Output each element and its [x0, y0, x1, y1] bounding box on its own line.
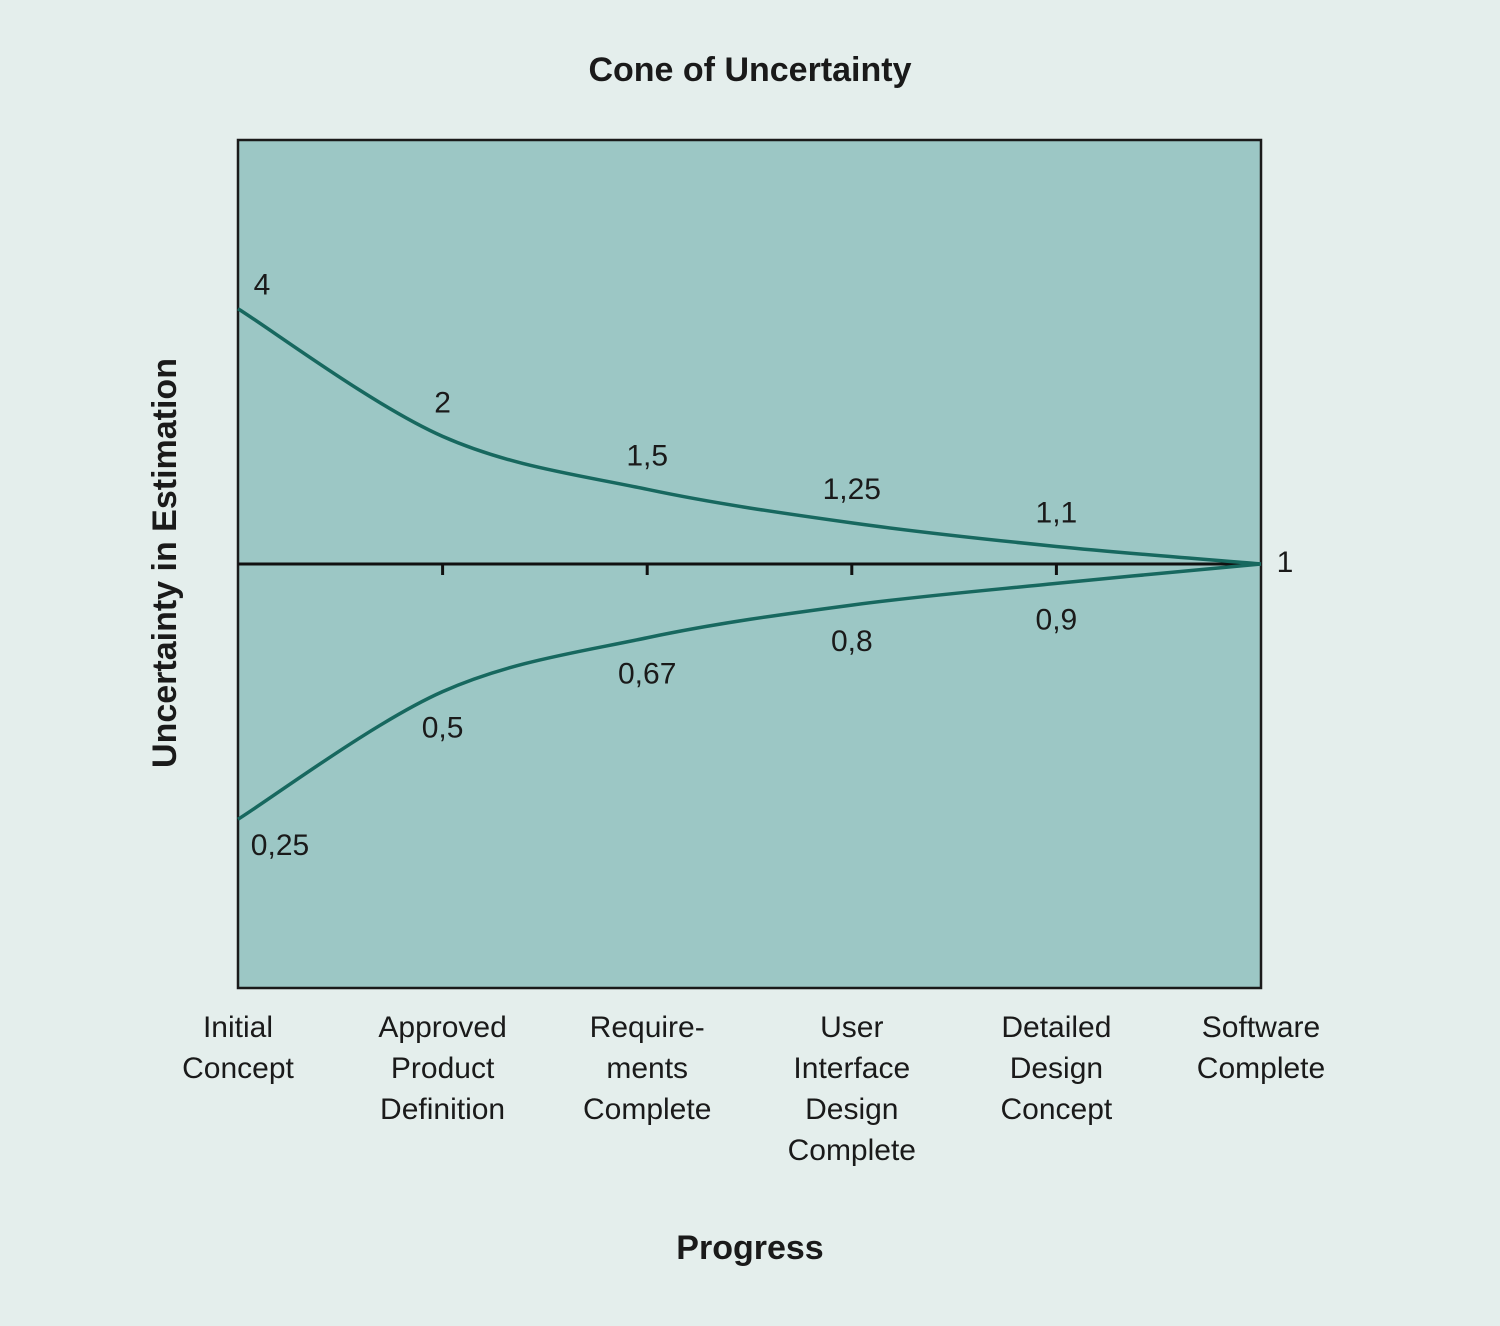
value-label: 0,5: [422, 712, 464, 745]
x-tick-label-line: Interface: [793, 1052, 910, 1085]
x-tick-label: Detailed Design Concept: [1001, 1011, 1113, 1126]
chart-title: Cone of Uncertainty: [588, 51, 911, 89]
x-tick-label-line: Complete: [1197, 1052, 1325, 1085]
x-tick-label-line: Require-: [590, 1011, 705, 1044]
x-tick-label-line: Design: [805, 1093, 898, 1126]
x-tick-label: Approved Product Definition: [378, 1011, 506, 1126]
x-axis-label: Progress: [676, 1229, 823, 1267]
x-tick-label-line: Approved: [378, 1011, 506, 1044]
x-tick-label: Initial Concept: [182, 1011, 294, 1085]
x-tick-label-line: User: [820, 1011, 883, 1044]
value-label: 1: [1277, 546, 1294, 579]
x-tick-label-line: Product: [391, 1052, 495, 1085]
value-label: 1,25: [823, 473, 881, 506]
series-line: [237, 562, 1262, 821]
x-tick-label-line: Concept: [1001, 1093, 1113, 1126]
x-tick-label-line: Initial: [203, 1011, 273, 1044]
x-tick-label: Software Complete: [1197, 1011, 1325, 1085]
x-tick-label: Require-ments Complete: [583, 1011, 711, 1126]
value-label: 1,5: [626, 439, 668, 472]
value-label: 0,8: [831, 625, 873, 658]
x-tick-label-line: Software: [1202, 1011, 1320, 1044]
value-label: 0,67: [618, 658, 676, 691]
x-tick-label-line: Definition: [380, 1093, 505, 1126]
x-tick-label: User Interface Design Complete: [788, 1011, 916, 1167]
x-tick-label-line: Concept: [182, 1052, 294, 1085]
y-axis-label: Uncertainty in Estimation: [146, 358, 184, 768]
value-label: 2: [434, 386, 451, 419]
x-tick-label-line: Complete: [788, 1134, 916, 1167]
value-label: 1,1: [1036, 496, 1078, 529]
value-label: 0,25: [251, 829, 309, 862]
x-tick-label-line: Detailed: [1001, 1011, 1111, 1044]
value-label: 0,9: [1036, 603, 1078, 636]
x-tick-label-line: Design: [1010, 1052, 1103, 1085]
x-tick-label-line: ments: [606, 1052, 688, 1085]
value-label: 4: [254, 269, 271, 302]
series-line: [237, 307, 1262, 566]
x-tick-label-line: Complete: [583, 1093, 711, 1126]
